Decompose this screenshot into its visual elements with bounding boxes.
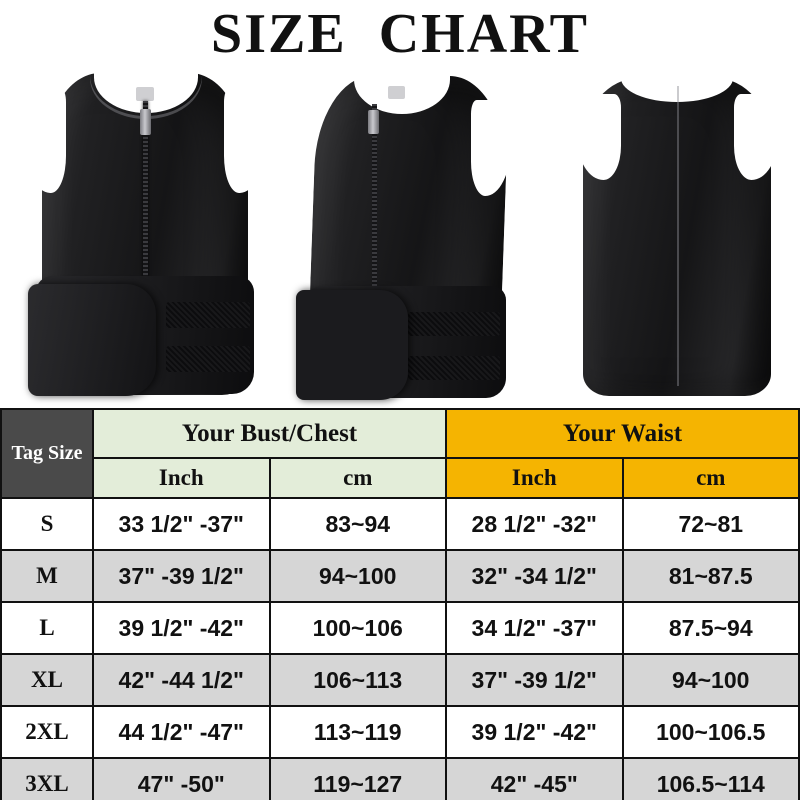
cell-waist-cm: 81~87.5 (621, 549, 800, 603)
table-row: 3XL 47" -50" 119~127 42" -45" 106.5~114 (0, 757, 800, 800)
cell-tag-size: XL (0, 653, 94, 707)
table-row: XL 42" -44 1/2" 106~113 37" -39 1/2" 94~100 (0, 653, 800, 707)
cell-bust-cm: 94~100 (268, 549, 447, 603)
cell-bust-cm: 83~94 (268, 497, 447, 551)
cell-bust-inch: 39 1/2" -42" (92, 601, 271, 655)
table-header-row-groups: Tag Size Your Bust/Chest Your Waist (0, 408, 800, 499)
cell-bust-cm: 100~106 (268, 601, 447, 655)
product-angled-view-image (292, 60, 527, 400)
cell-waist-inch: 28 1/2" -32" (445, 497, 624, 551)
cell-waist-inch: 32" -34 1/2" (445, 549, 624, 603)
velcro-strip-lower-icon (408, 356, 500, 380)
column-group-header-waist: Your Waist (445, 408, 800, 459)
zipper-pull-icon (140, 109, 151, 135)
page-title: SIZE CHART (211, 3, 589, 65)
center-back-seam (676, 86, 679, 386)
table-header-row-units: Inch cm Inch cm (1, 457, 800, 499)
armhole-left-cutout (577, 94, 621, 180)
velcro-strip-upper-icon (408, 312, 500, 336)
cell-bust-cm: 106~113 (268, 653, 447, 707)
brand-label-tag (136, 87, 154, 101)
table-body: S 33 1/2" -37" 83~94 28 1/2" -32" 72~81 M 37" … (0, 497, 800, 800)
cell-tag-size: 3XL (0, 757, 94, 800)
table-row: 2XL 44 1/2" -47" 113~119 39 1/2" -42" 100~10… (0, 705, 800, 759)
cell-waist-inch: 34 1/2" -37" (445, 601, 624, 655)
velcro-strip-upper-icon (166, 302, 250, 328)
zipper-pull-icon (368, 110, 379, 134)
cell-tag-size: S (0, 497, 94, 551)
column-header-bust-inch: Inch (92, 457, 271, 499)
cell-waist-inch: 39 1/2" -42" (445, 705, 624, 759)
armhole-left-cutout (24, 89, 66, 193)
zipper-icon (143, 101, 148, 329)
cell-bust-cm: 113~119 (268, 705, 447, 759)
cell-waist-inch: 42" -45" (445, 757, 624, 800)
column-group-header-bust: Your Bust/Chest (92, 408, 447, 459)
cell-bust-inch: 33 1/2" -37" (92, 497, 271, 551)
cell-waist-cm: 106.5~114 (621, 757, 800, 800)
column-header-waist-inch: Inch (445, 457, 624, 499)
column-header-waist-cm: cm (621, 457, 800, 499)
velcro-strip-lower-icon (166, 346, 250, 372)
table-row: M 37" -39 1/2" 94~100 32" -34 1/2" 81~87.5 (0, 549, 800, 603)
cell-tag-size: M (0, 549, 94, 603)
cell-tag-size: 2XL (0, 705, 94, 759)
table-row: S 33 1/2" -37" 83~94 28 1/2" -32" 72~81 (0, 497, 800, 551)
cell-waist-cm: 100~106.5 (621, 705, 800, 759)
column-header-tag-size: Tag Size (0, 408, 94, 499)
cell-tag-size: L (0, 601, 94, 655)
brand-label-tag (388, 86, 405, 99)
cell-waist-cm: 94~100 (621, 653, 800, 707)
belt-closure-flap (296, 290, 408, 400)
column-header-bust-cm: cm (268, 457, 447, 499)
table-row: L 39 1/2" -42" 100~106 34 1/2" -37" 87.5~94 (0, 601, 800, 655)
cell-bust-inch: 42" -44 1/2" (92, 653, 271, 707)
cell-bust-inch: 47" -50" (92, 757, 271, 800)
cell-waist-inch: 37" -39 1/2" (445, 653, 624, 707)
cell-bust-inch: 37" -39 1/2" (92, 549, 271, 603)
cell-bust-inch: 44 1/2" -47" (92, 705, 271, 759)
product-back-view-image (565, 60, 790, 400)
armhole-right-cutout (224, 89, 266, 193)
size-chart-table: Tag Size Your Bust/Chest Your Waist Inch… (0, 408, 800, 800)
product-image-strip (20, 55, 790, 400)
cell-bust-cm: 119~127 (268, 757, 447, 800)
product-front-view-image (20, 55, 270, 400)
armhole-right-cutout (734, 94, 778, 180)
cell-waist-cm: 72~81 (621, 497, 800, 551)
belt-closure-flap (28, 284, 156, 396)
zipper-icon (372, 104, 377, 318)
table-header: Tag Size Your Bust/Chest Your Waist Inch… (0, 408, 800, 499)
cell-waist-cm: 87.5~94 (621, 601, 800, 655)
